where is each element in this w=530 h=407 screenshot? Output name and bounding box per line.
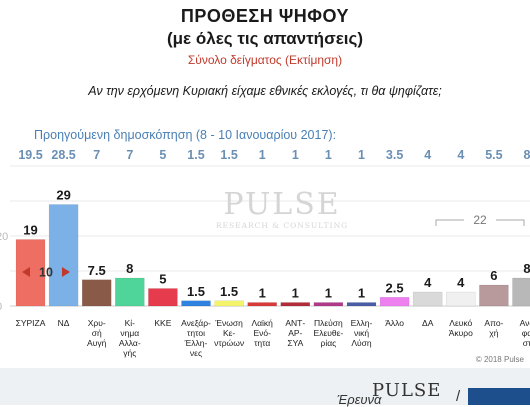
- category-label: ΚΚΕ: [154, 318, 171, 328]
- bar-value-label: 5: [159, 272, 166, 287]
- bar: [413, 292, 442, 306]
- bar-value-label: 1.5: [187, 284, 205, 299]
- previous-survey-value: 1: [325, 148, 332, 162]
- group-bracket-right: [496, 220, 524, 226]
- bar: [380, 297, 409, 306]
- previous-survey-value: 7: [126, 148, 133, 162]
- watermark-text: PULSE: [223, 187, 340, 222]
- category-label: Ελευθε-: [314, 328, 344, 338]
- bar-value-label: 7.5: [88, 263, 106, 278]
- category-label: ΣΥΑ: [287, 338, 303, 348]
- category-label: Πλεύση: [314, 318, 343, 328]
- bar: [49, 205, 78, 307]
- category-label: τητοι: [187, 328, 205, 338]
- category-label: ντρώων: [214, 338, 244, 348]
- previous-survey-value: 1.5: [220, 148, 237, 162]
- gap-annotation: 10: [39, 266, 53, 280]
- partner-logo-box: [468, 388, 530, 405]
- category-label: Απο-: [484, 318, 503, 328]
- bar: [148, 289, 177, 307]
- group-bracket-left: [436, 220, 464, 226]
- group-annotation: 22: [473, 213, 487, 227]
- previous-survey-value: 5.5: [485, 148, 502, 162]
- category-label: ΑΝΤ-: [285, 318, 305, 328]
- previous-survey-value: 1.5: [187, 148, 204, 162]
- category-label: Λευκό: [449, 318, 472, 328]
- category-label: νική: [354, 328, 369, 338]
- bar: [248, 303, 277, 307]
- bar-value-label: 4: [457, 275, 465, 290]
- bar-value-label: 29: [56, 188, 70, 203]
- category-label: Ένωση: [214, 318, 243, 328]
- previous-survey-value: 1: [358, 148, 365, 162]
- previous-survey-value: 28.5: [51, 148, 75, 162]
- previous-survey-value: 4: [424, 148, 431, 162]
- previous-survey-value: 19.5: [18, 148, 42, 162]
- bar-value-label: 19: [23, 223, 37, 238]
- bar: [347, 303, 376, 307]
- category-label: ΝΔ: [58, 318, 70, 328]
- category-label: Έλλη-: [184, 338, 208, 348]
- footer-pulse-logo: PULSE: [372, 380, 441, 401]
- bar: [115, 278, 144, 306]
- category-label: Λύση: [351, 338, 372, 348]
- category-label: ΔΑ: [422, 318, 434, 328]
- previous-survey-value: 4: [457, 148, 464, 162]
- category-label: Αλλα-: [119, 338, 141, 348]
- y-tick-label: 0: [0, 301, 2, 313]
- y-tick-label: 20: [0, 231, 8, 243]
- bar-value-label: 1: [259, 286, 266, 301]
- category-label: φα: [522, 328, 530, 338]
- category-label: νημα: [120, 328, 139, 338]
- footer-separator: /: [456, 388, 460, 405]
- footer-bar: [0, 368, 530, 405]
- bar: [314, 303, 343, 307]
- previous-survey-value: 1: [259, 148, 266, 162]
- category-label: Κε-: [223, 328, 235, 338]
- category-label: Κί-: [125, 318, 136, 328]
- bar-value-label: 1: [325, 286, 332, 301]
- copyright-note: © 2018 Pulse: [476, 355, 524, 364]
- bar: [479, 285, 508, 306]
- category-label: ρίας: [321, 338, 337, 348]
- category-label: Ανα: [520, 318, 530, 328]
- category-label: γής: [123, 348, 136, 358]
- previous-survey-value: 5: [159, 148, 166, 162]
- category-label: ΣΥΡΙΖΑ: [16, 318, 46, 328]
- category-label: ΑΡ-: [288, 328, 302, 338]
- bar-value-label: 8: [523, 261, 530, 276]
- previous-survey-value: 1: [292, 148, 299, 162]
- bar-value-label: 6: [490, 268, 497, 283]
- category-label: νες: [190, 348, 202, 358]
- category-label: τητα: [254, 338, 270, 348]
- category-label: χή: [489, 328, 498, 338]
- category-label: στ: [523, 338, 530, 348]
- bar: [215, 301, 244, 306]
- bar-value-label: 8: [126, 261, 133, 276]
- bar: [281, 303, 310, 307]
- bar: [182, 301, 211, 306]
- previous-survey-value: 8: [524, 148, 530, 162]
- previous-survey-value: 7: [93, 148, 100, 162]
- category-label: σή: [92, 328, 102, 338]
- category-label: Ανεξάρ-: [181, 318, 211, 328]
- watermark-subtext: RESEARCH & CONSULTING: [216, 221, 348, 230]
- category-label: Ενό-: [253, 328, 271, 338]
- bar: [82, 280, 111, 306]
- bar: [513, 278, 530, 306]
- bar-value-label: 4: [424, 275, 432, 290]
- bar: [446, 292, 475, 306]
- bar-value-label: 2.5: [386, 280, 404, 295]
- category-label: Άκυρο: [449, 328, 473, 338]
- bar-value-label: 1.5: [220, 284, 238, 299]
- previous-survey-value: 3.5: [386, 148, 403, 162]
- bar-value-label: 1: [292, 286, 299, 301]
- category-label: Ελλη-: [351, 318, 373, 328]
- bar-value-label: 1: [358, 286, 365, 301]
- category-label: Άλλο: [385, 318, 404, 328]
- category-label: Λαϊκή: [251, 318, 273, 328]
- category-label: Χρυ-: [88, 318, 106, 328]
- category-label: Αυγή: [87, 338, 107, 348]
